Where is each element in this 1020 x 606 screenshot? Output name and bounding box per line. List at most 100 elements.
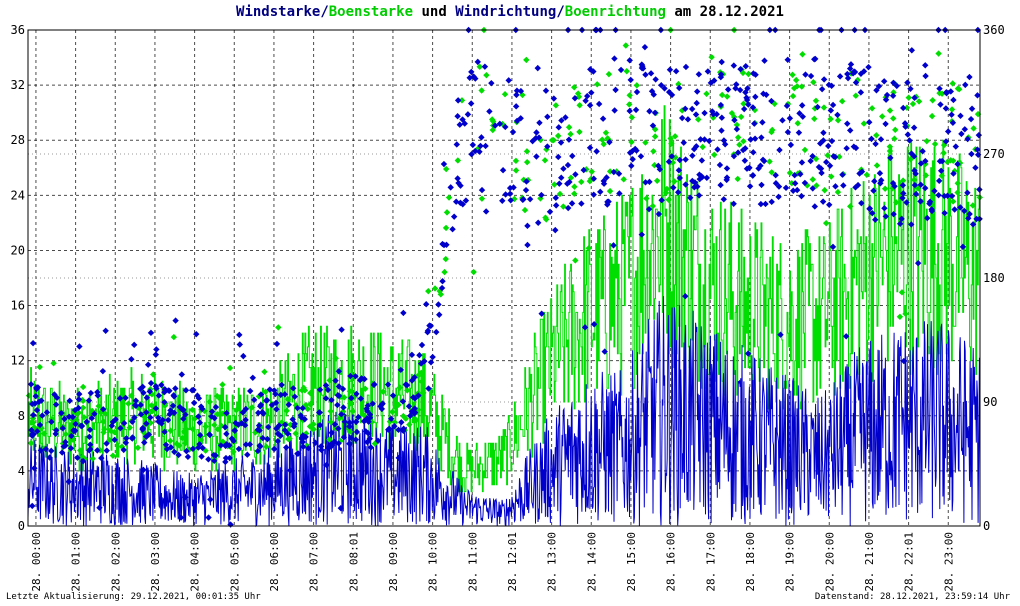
windrichtung-point xyxy=(502,123,509,131)
windrichtung-point xyxy=(337,504,345,512)
boenrichtung-point xyxy=(931,140,939,148)
windrichtung-point xyxy=(254,426,262,433)
windrichtung-point xyxy=(222,454,230,462)
boenrichtung-point xyxy=(792,76,800,84)
windrichtung-point xyxy=(287,467,294,474)
footer-data-status: Datenstand: 28.12.2021, 23:59:14 Uhr xyxy=(814,592,1010,602)
windrichtung-point xyxy=(750,70,757,77)
windrichtung-point xyxy=(676,174,684,182)
windrichtung-point xyxy=(962,81,969,89)
boenrichtung-point xyxy=(793,83,801,90)
windrichtung-point xyxy=(536,119,543,126)
windrichtung-point xyxy=(408,377,416,384)
boenrichtung-point xyxy=(951,167,958,175)
windrichtung-point xyxy=(231,427,238,435)
windrichtung-point xyxy=(902,123,909,130)
boenrichtung-point xyxy=(483,71,490,79)
windrichtung-point xyxy=(361,417,368,425)
boenrichtung-point xyxy=(588,168,596,175)
windrichtung-point xyxy=(844,74,852,82)
windrichtung-point xyxy=(928,206,935,213)
windrichtung-point xyxy=(758,134,765,141)
boenrichtung-point xyxy=(109,452,117,459)
windrichtung-point xyxy=(53,427,60,434)
windrichtung-point xyxy=(270,445,278,453)
windrichtung-point xyxy=(847,61,855,68)
windrichtung-point xyxy=(749,172,756,179)
windrichtung-point xyxy=(182,387,190,394)
boenrichtung-point xyxy=(642,139,649,146)
windrichtung-point xyxy=(366,411,374,418)
windrichtung-point xyxy=(965,215,972,222)
windrichtung-point xyxy=(893,82,900,90)
boenrichtung-point xyxy=(820,104,828,111)
windrichtung-point xyxy=(526,195,534,203)
windrichtung-point xyxy=(641,43,649,51)
windrichtung-point xyxy=(922,157,929,165)
windrichtung-point xyxy=(418,341,426,349)
windrichtung-point xyxy=(958,130,965,138)
windrichtung-point xyxy=(29,339,37,347)
windrichtung-point xyxy=(387,415,395,422)
windrichtung-point xyxy=(195,395,203,402)
boenrichtung-point xyxy=(396,384,403,391)
windrichtung-point xyxy=(912,170,919,177)
windrichtung-point xyxy=(122,394,129,402)
boenrichtung-point xyxy=(873,162,881,169)
windrichtung-point xyxy=(586,144,594,151)
windrichtung-point xyxy=(846,65,854,72)
windrichtung-point xyxy=(571,95,579,102)
boenrichtung-point xyxy=(73,416,80,424)
boenrichtung-point xyxy=(949,198,957,205)
boenrichtung-point xyxy=(470,268,477,276)
windrichtung-point xyxy=(825,81,833,89)
boenrichtung-point xyxy=(623,68,630,75)
windrichtung-point xyxy=(922,62,929,69)
y-right-tick-label: 90 xyxy=(983,395,997,409)
windrichtung-point xyxy=(302,477,309,484)
boenrichtung-point xyxy=(147,419,154,427)
windrichtung-point xyxy=(439,240,446,248)
windrichtung-point xyxy=(299,438,306,446)
windrichtung-point xyxy=(477,142,484,150)
boenrichtung-point xyxy=(346,387,354,395)
boenrichtung-point xyxy=(458,97,466,104)
windrichtung-point xyxy=(346,423,353,430)
windrichtung-point xyxy=(724,86,732,93)
windrichtung-point xyxy=(42,445,50,453)
windrichtung-point xyxy=(772,180,780,187)
windrichtung-point xyxy=(395,454,402,462)
windrichtung-point xyxy=(668,153,675,160)
windrichtung-point xyxy=(481,63,489,70)
windrichtung-point xyxy=(529,137,536,145)
boenrichtung-point xyxy=(425,287,432,295)
windrichtung-point xyxy=(317,443,325,450)
boenrichtung-point xyxy=(292,430,299,437)
windrichtung-point xyxy=(903,199,910,206)
windrichtung-point xyxy=(236,341,243,348)
windrichtung-point xyxy=(62,438,69,446)
windrichtung-point xyxy=(86,426,94,434)
boenrichtung-point xyxy=(606,168,614,175)
boenrichtung-point xyxy=(565,124,573,131)
windrichtung-point xyxy=(645,205,653,213)
windrichtung-point xyxy=(851,68,859,76)
windrichtung-point xyxy=(264,435,271,443)
windrichtung-point xyxy=(768,97,775,105)
boenrichtung-point xyxy=(671,178,678,185)
windrichtung-point xyxy=(730,200,737,207)
windrichtung-point xyxy=(230,437,237,445)
windrichtung-point xyxy=(66,397,73,404)
windrichtung-point xyxy=(917,160,925,167)
boenrichtung-point xyxy=(798,83,805,90)
boenrichtung-point xyxy=(521,206,529,214)
windrichtung-point xyxy=(696,175,703,183)
windrichtung-point xyxy=(887,154,894,162)
windrichtung-point xyxy=(152,405,160,412)
windrichtung-point xyxy=(840,182,847,189)
windrichtung-point xyxy=(397,366,405,374)
windrichtung-point xyxy=(182,494,189,501)
boenrichtung-point xyxy=(217,396,224,403)
windrichtung-point xyxy=(164,416,172,424)
windrichtung-point xyxy=(519,196,526,203)
